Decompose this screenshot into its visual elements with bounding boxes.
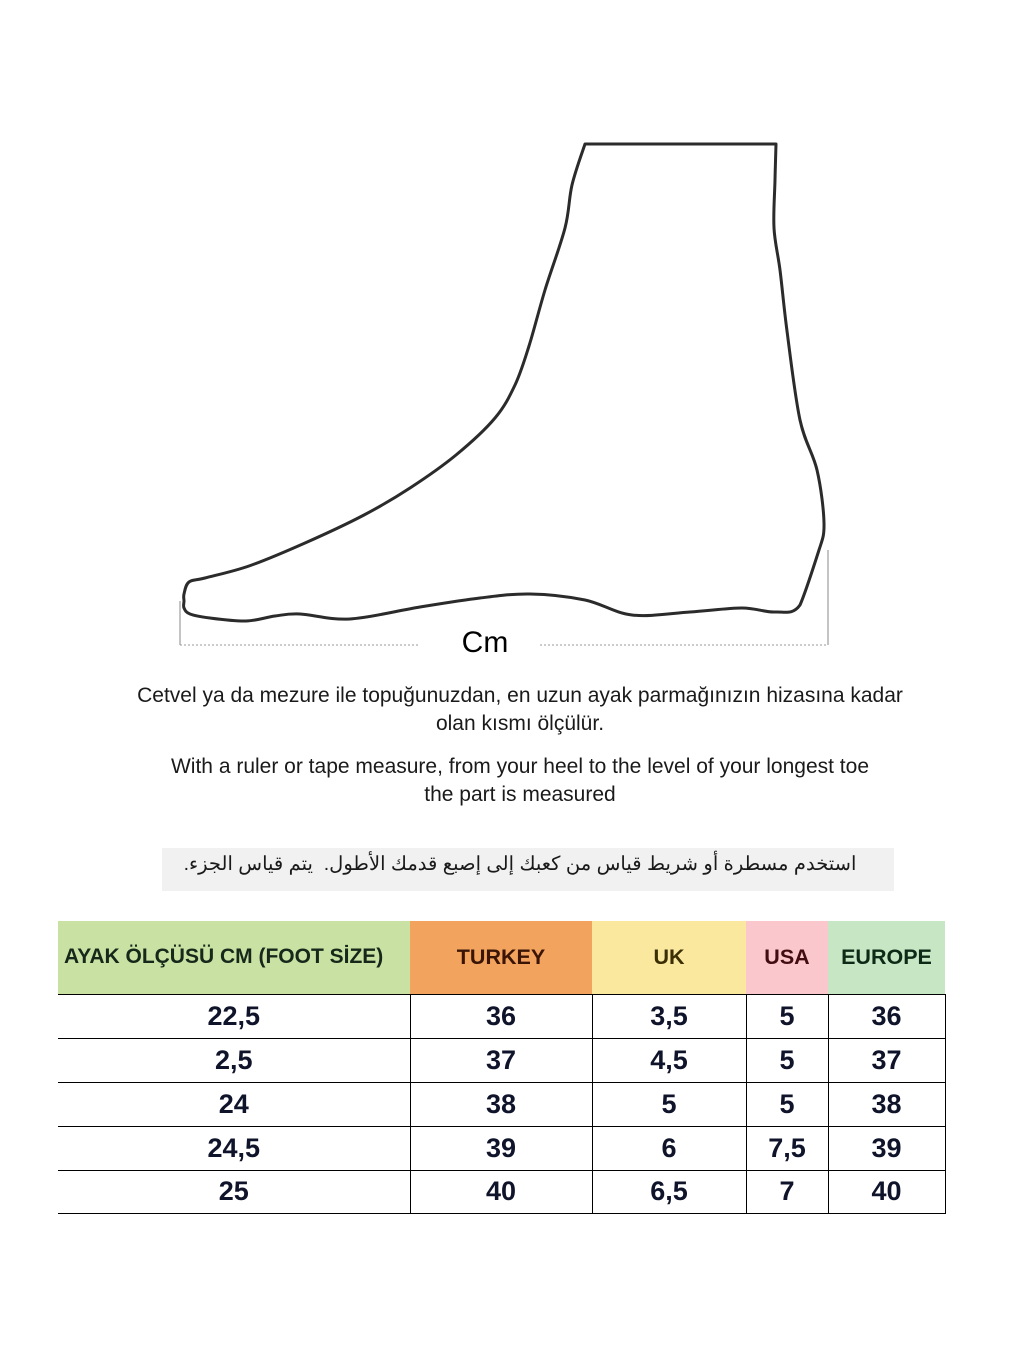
svg-text:Cm: Cm (462, 626, 509, 659)
